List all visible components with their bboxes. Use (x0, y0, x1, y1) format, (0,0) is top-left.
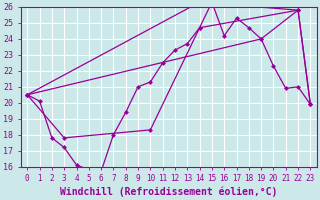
X-axis label: Windchill (Refroidissement éolien,°C): Windchill (Refroidissement éolien,°C) (60, 186, 277, 197)
